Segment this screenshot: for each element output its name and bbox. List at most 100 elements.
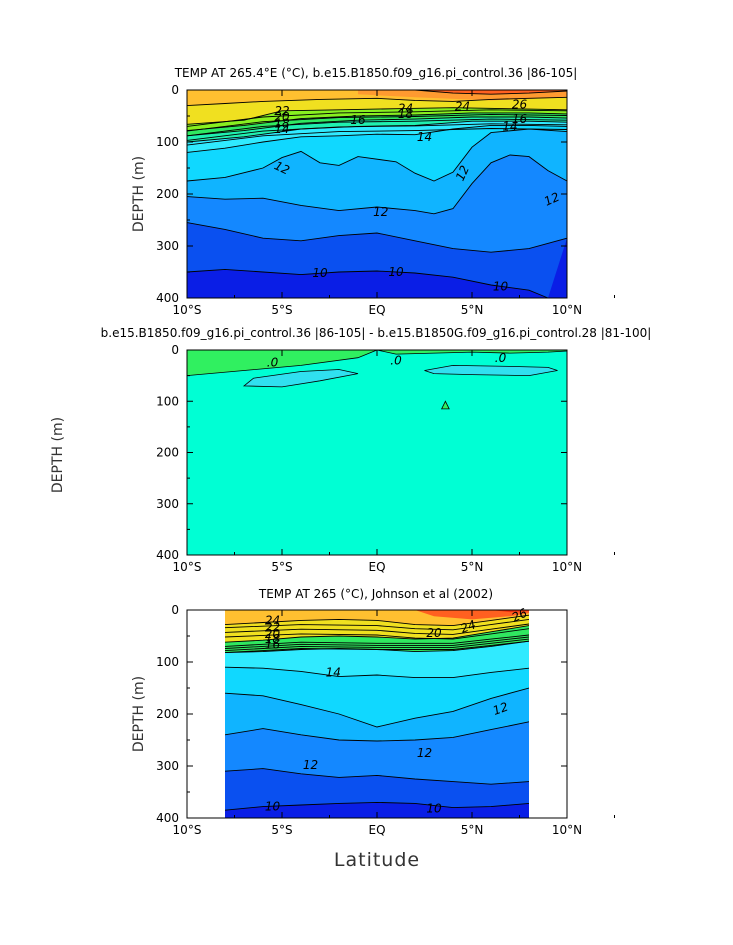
isotherm-thermocline bbox=[186, 109, 568, 127]
contour-label: 12 bbox=[417, 746, 432, 760]
contour-label: 24 bbox=[265, 613, 280, 627]
contour-label: 10 bbox=[493, 280, 509, 294]
contour-label: 18 bbox=[398, 107, 414, 121]
shared-depth-axis-label: DEPTH (m) bbox=[50, 417, 66, 493]
contour-label: 12 bbox=[542, 190, 562, 209]
temperature-band bbox=[187, 155, 567, 253]
contour-label: 22 bbox=[265, 621, 280, 635]
x-axis-label: Latitude bbox=[334, 849, 420, 871]
x-tick-label: 10°S bbox=[173, 303, 202, 317]
isotherm bbox=[186, 112, 568, 132]
x-tick-label: EQ bbox=[368, 823, 385, 837]
isotherm bbox=[186, 268, 549, 299]
observed-isotherm-tight bbox=[225, 638, 529, 652]
contour-label: 20 bbox=[426, 626, 442, 640]
y-tick-label: 300 bbox=[156, 497, 179, 511]
negative-difference-area bbox=[424, 364, 558, 377]
x-tick-label: 10°N bbox=[552, 303, 582, 317]
panel-model-temperature: TEMP AT 265.4°E (°C), b.e15.B1850.f09_g1… bbox=[131, 66, 615, 317]
contour-label: 20 bbox=[265, 627, 281, 641]
observed-region bbox=[225, 610, 529, 818]
panel2-title: b.e15.B1850.f09_g16.pi_control.36 |86-10… bbox=[101, 326, 652, 340]
warm-band-24-26 bbox=[358, 90, 567, 101]
isotherm-thermocline bbox=[186, 118, 568, 137]
y-tick-label: 200 bbox=[156, 446, 179, 460]
panel1-contour-lines bbox=[186, 89, 568, 299]
x-tick-label: 5°N bbox=[461, 560, 484, 574]
isotherm bbox=[186, 116, 568, 137]
y-tick-label: 300 bbox=[156, 239, 179, 253]
contour-label: 12 bbox=[491, 700, 510, 718]
contour-label: 12 bbox=[453, 163, 472, 183]
isotherm-thermocline bbox=[186, 128, 568, 146]
panel3-title: TEMP AT 265 (°C), Johnson et al (2002) bbox=[258, 587, 493, 601]
x-tick-label: 10°N bbox=[552, 560, 582, 574]
observed-isotherm-upper bbox=[225, 618, 529, 631]
observed-isotherm bbox=[225, 687, 529, 728]
panel-model-difference: b.e15.B1850.f09_g16.pi_control.36 |86-10… bbox=[101, 326, 652, 574]
isotherm-thermocline bbox=[186, 123, 568, 141]
contour-label: 18 bbox=[274, 116, 290, 130]
y-tick-label: 0 bbox=[171, 603, 179, 617]
observed-band bbox=[225, 667, 529, 727]
warm-pool-28 bbox=[491, 610, 529, 613]
observed-isotherm bbox=[225, 801, 529, 811]
y-tick-label: 100 bbox=[156, 394, 179, 408]
panel1-title: TEMP AT 265.4°E (°C), b.e15.B1850.f09_g1… bbox=[174, 66, 578, 80]
contour-label: 20 bbox=[274, 110, 290, 124]
panel2-contour-labels: .0 .0 .0 bbox=[267, 351, 507, 369]
isotherm bbox=[186, 124, 568, 153]
contour-label: 12 bbox=[272, 158, 292, 177]
warm-band-26 bbox=[415, 90, 567, 95]
temperature-band bbox=[187, 269, 567, 298]
observed-band bbox=[225, 802, 529, 818]
y-tick-label: 400 bbox=[156, 548, 179, 562]
temperature-band bbox=[187, 222, 567, 298]
y-axis-label: DEPTH (m) bbox=[131, 156, 147, 232]
observed-isotherm-tight bbox=[225, 636, 529, 649]
y-tick-label: 0 bbox=[171, 343, 179, 357]
temperature-band bbox=[187, 97, 567, 125]
small-positive-spot bbox=[440, 400, 450, 410]
contour-label: 24 bbox=[459, 617, 478, 635]
x-tick-label: EQ bbox=[368, 560, 385, 574]
panel3-filled-contours bbox=[225, 610, 529, 818]
difference-background bbox=[187, 350, 567, 555]
observed-band bbox=[225, 641, 529, 678]
contour-label: 14 bbox=[274, 122, 289, 136]
contour-label: 16 bbox=[512, 112, 528, 126]
y-tick-label: 400 bbox=[156, 291, 179, 305]
observed-isotherm bbox=[225, 721, 529, 742]
y-tick-label: 200 bbox=[156, 187, 179, 201]
observed-isotherm-tight bbox=[225, 640, 529, 654]
contour-label: 12 bbox=[303, 758, 318, 772]
observed-isotherm bbox=[225, 768, 529, 785]
panel-johnson-observations: TEMP AT 265 (°C), Johnson et al (2002) 2… bbox=[131, 587, 615, 837]
observed-isotherm-upper bbox=[225, 623, 529, 635]
y-tick-label: 400 bbox=[156, 811, 179, 825]
isotherm-thermocline bbox=[186, 113, 568, 132]
y-axis-label: DEPTH (m) bbox=[131, 676, 147, 752]
negative-difference-area bbox=[242, 369, 359, 388]
observed-band bbox=[225, 688, 529, 741]
observed-isotherms bbox=[225, 614, 529, 811]
x-tick-label: 10°S bbox=[173, 560, 202, 574]
contour-label: 10 bbox=[265, 800, 281, 814]
y-tick-label: 100 bbox=[156, 135, 179, 149]
panel3-contour-lines bbox=[225, 614, 529, 811]
panel1-axes: 10°S 5°S EQ 5°N 10°N 0 100 200 300 400 DEPTH (m) bbox=[131, 83, 615, 317]
contour-label: 10 bbox=[312, 266, 328, 280]
y-tick-label: 100 bbox=[156, 655, 179, 669]
contour-label: .0 bbox=[495, 351, 507, 365]
contour-label: 16 bbox=[350, 113, 366, 127]
contour-label: 10 bbox=[426, 802, 442, 816]
x-tick-label: EQ bbox=[368, 303, 385, 317]
x-tick-label: 5°N bbox=[461, 303, 484, 317]
isotherm bbox=[186, 154, 568, 215]
temperature-band bbox=[187, 107, 567, 131]
y-tick-label: 200 bbox=[156, 707, 179, 721]
contour-label: 16 bbox=[265, 637, 281, 651]
contour-label: 26 bbox=[512, 98, 528, 112]
x-tick-label: 5°S bbox=[271, 303, 292, 317]
